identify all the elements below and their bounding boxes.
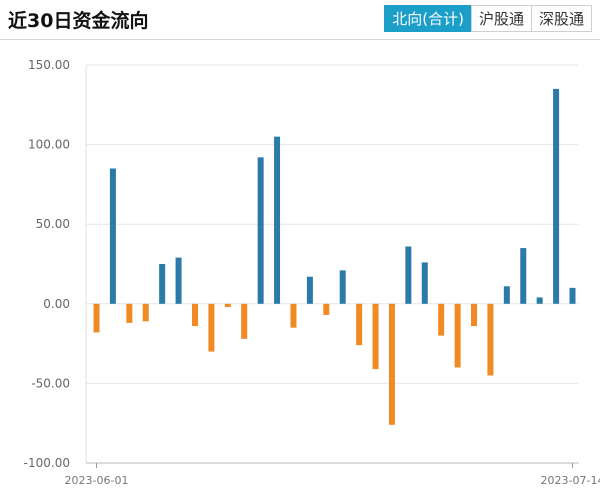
bar [421,262,428,304]
bar [438,303,445,336]
bar [388,303,395,425]
tab-bar: 北向(合计) 沪股通 深股通 [384,5,592,32]
y-tick-label: 150.00 [28,58,70,72]
bar [405,246,412,304]
y-tick-label: 50.00 [36,217,70,231]
bar [536,297,543,304]
bar [224,303,231,307]
bar [175,257,182,304]
bar [569,287,576,304]
bar [126,303,133,323]
bar [356,303,363,346]
bar [274,136,281,304]
bar [93,303,100,333]
bar [520,248,527,304]
bar [339,270,346,304]
bar [454,303,461,368]
bar [257,157,264,304]
x-tick-label: 2023-06-01 [65,474,129,487]
bar [159,264,166,304]
y-tick-label: 0.00 [43,297,70,311]
bar [471,303,478,327]
bar [191,303,198,327]
bar [142,303,149,322]
header: 近30日资金流向 北向(合计) 沪股通 深股通 [0,0,600,40]
bar [372,303,379,370]
bar [290,303,297,328]
bar [487,303,494,376]
tab-shenzhen-connect[interactable]: 深股通 [530,5,592,32]
y-tick-label: -100.00 [24,456,70,470]
bar [208,303,215,352]
y-tick-label: 100.00 [28,138,70,152]
bar [503,286,510,304]
bar [323,303,330,315]
bar [306,276,313,304]
bar [553,88,560,304]
page-title: 近30日资金流向 [8,10,149,32]
bar [109,168,116,304]
header-divider [0,39,600,40]
bar [241,303,248,339]
y-tick-label: -50.00 [31,376,70,390]
x-tick-label: 2023-07-14 [541,474,600,487]
